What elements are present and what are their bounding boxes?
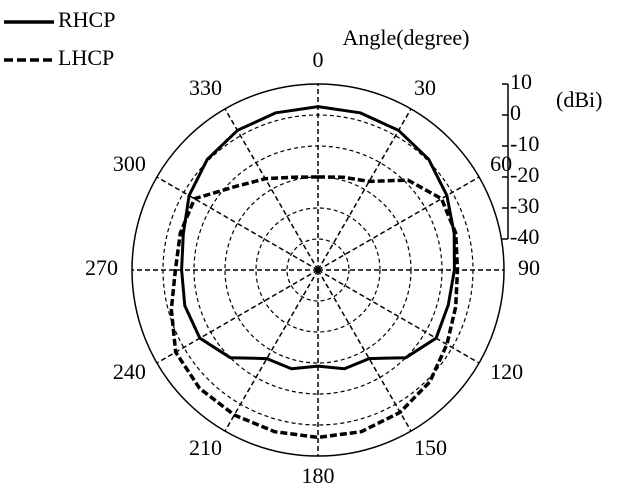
angle-label: Angle(degree) — [342, 25, 469, 50]
angle-tick-label: 210 — [189, 435, 222, 460]
legend-label: RHCP — [58, 7, 115, 32]
angle-tick-label: 150 — [414, 435, 447, 460]
angle-tick-label: 270 — [85, 255, 118, 280]
radial-tick-label: -10 — [510, 131, 539, 156]
grid-spoke — [224, 108, 319, 271]
series-line — [169, 175, 460, 440]
center-dot — [315, 267, 321, 273]
radial-tick-label: -20 — [510, 162, 539, 187]
radial-unit: (dBi) — [556, 87, 602, 112]
grid-spoke — [317, 269, 480, 364]
radial-tick-label: -30 — [510, 193, 539, 218]
grid-spoke — [156, 269, 319, 364]
angle-tick-label: 300 — [113, 151, 146, 176]
radial-tick-label: 0 — [510, 100, 521, 125]
angle-tick-label: 240 — [113, 359, 146, 384]
legend-label: LHCP — [58, 45, 114, 70]
series-line — [180, 105, 456, 371]
grid-spoke — [156, 176, 319, 271]
grid-circle — [286, 238, 350, 302]
angle-tick-label: 330 — [189, 75, 222, 100]
grid-spoke — [317, 108, 412, 271]
angle-tick-label: 180 — [302, 463, 335, 488]
angle-tick-label: 0 — [313, 47, 324, 72]
grid-spoke — [224, 269, 319, 432]
angle-tick-label: 90 — [518, 255, 540, 280]
radial-tick-label: 10 — [510, 69, 532, 94]
angle-tick-label: 120 — [490, 359, 523, 384]
radial-tick-label: -40 — [510, 224, 539, 249]
grid-circle — [255, 207, 381, 333]
angle-tick-label: 30 — [414, 75, 436, 100]
angle-tick-label: 60 — [490, 151, 512, 176]
grid-spoke — [317, 176, 480, 271]
grid-spoke — [317, 269, 412, 432]
